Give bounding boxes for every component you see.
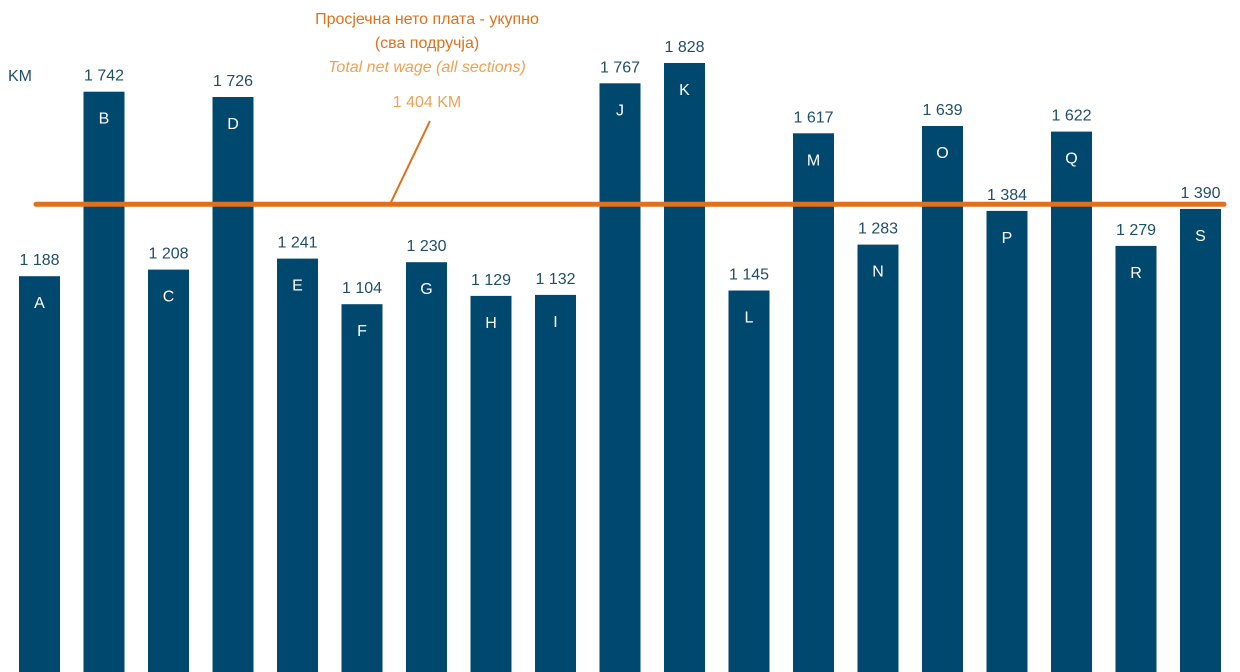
- value-label-P: 1 384: [987, 187, 1027, 204]
- value-label-I: 1 132: [535, 271, 575, 288]
- value-label-S: 1 390: [1180, 185, 1220, 202]
- bar-H: [470, 295, 512, 672]
- bar-A: [19, 276, 60, 672]
- bar-E: [277, 258, 318, 672]
- average-title-line2: (сва подручја): [375, 35, 479, 52]
- category-label-L: L: [745, 310, 754, 327]
- value-label-N: 1 283: [858, 221, 898, 238]
- bar-Q: [1051, 131, 1092, 672]
- average-leader-line: [389, 120, 431, 205]
- value-label-R: 1 279: [1116, 222, 1156, 239]
- bar-S: [1180, 208, 1221, 672]
- category-label-A: A: [34, 295, 45, 312]
- value-label-C: 1 208: [148, 246, 188, 263]
- category-label-S: S: [1195, 228, 1206, 245]
- category-label-R: R: [1130, 265, 1142, 282]
- bar-F: [341, 304, 383, 672]
- bar-J: [599, 83, 641, 672]
- bar-O: [922, 126, 963, 672]
- category-label-O: O: [936, 145, 948, 162]
- category-label-N: N: [872, 264, 884, 281]
- bar-I: [535, 294, 576, 672]
- category-label-E: E: [292, 278, 303, 295]
- bar-G: [406, 262, 447, 672]
- category-label-B: B: [99, 111, 110, 128]
- bar-B: [83, 91, 125, 672]
- value-label-F: 1 104: [342, 280, 382, 297]
- category-label-C: C: [163, 289, 175, 306]
- value-label-D: 1 726: [213, 73, 253, 90]
- bar-K: [664, 63, 705, 672]
- category-label-M: M: [807, 152, 820, 169]
- unit-label: KM: [8, 68, 32, 85]
- value-label-K: 1 828: [664, 39, 704, 56]
- value-label-G: 1 230: [406, 238, 446, 255]
- category-label-D: D: [227, 116, 239, 133]
- value-label-J: 1 767: [600, 59, 640, 76]
- bars-layer: 1 188 A 1 742 B 1 208 C 1 726 D 1 241 E 1 104 F 1 23…: [19, 39, 1221, 672]
- bar-P: [986, 210, 1028, 672]
- category-label-P: P: [1002, 230, 1013, 247]
- bar-M: [793, 133, 834, 672]
- category-label-G: G: [420, 281, 432, 298]
- value-label-B: 1 742: [84, 68, 124, 85]
- average-subtitle: Total net wage (all sections): [328, 59, 526, 76]
- value-label-L: 1 145: [729, 267, 769, 284]
- value-label-O: 1 639: [922, 102, 962, 119]
- category-label-Q: Q: [1065, 151, 1077, 168]
- category-label-H: H: [485, 315, 497, 332]
- category-label-F: F: [357, 323, 367, 340]
- value-label-E: 1 241: [277, 235, 317, 252]
- bar-R: [1115, 245, 1157, 672]
- category-label-K: K: [679, 82, 690, 99]
- bar-D: [212, 97, 254, 672]
- value-label-M: 1 617: [793, 109, 833, 126]
- category-label-I: I: [553, 314, 557, 331]
- value-label-Q: 1 622: [1051, 108, 1091, 125]
- bar-N: [857, 244, 899, 672]
- bar-C: [148, 269, 189, 672]
- value-label-H: 1 129: [471, 272, 511, 289]
- bar-L: [728, 290, 770, 672]
- value-label-A: 1 188: [19, 252, 59, 269]
- average-title-line1: Просјечна нето плата - укупно: [315, 11, 539, 28]
- category-label-J: J: [616, 102, 624, 119]
- average-annotation: KM Просјечна нето плата - укупно (сва по…: [8, 11, 1227, 207]
- average-value-label: 1 404 KM: [393, 94, 461, 111]
